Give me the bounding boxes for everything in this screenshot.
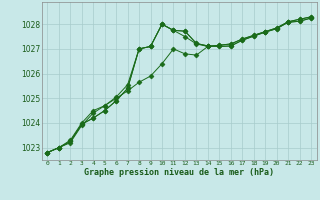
X-axis label: Graphe pression niveau de la mer (hPa): Graphe pression niveau de la mer (hPa) <box>84 168 274 177</box>
